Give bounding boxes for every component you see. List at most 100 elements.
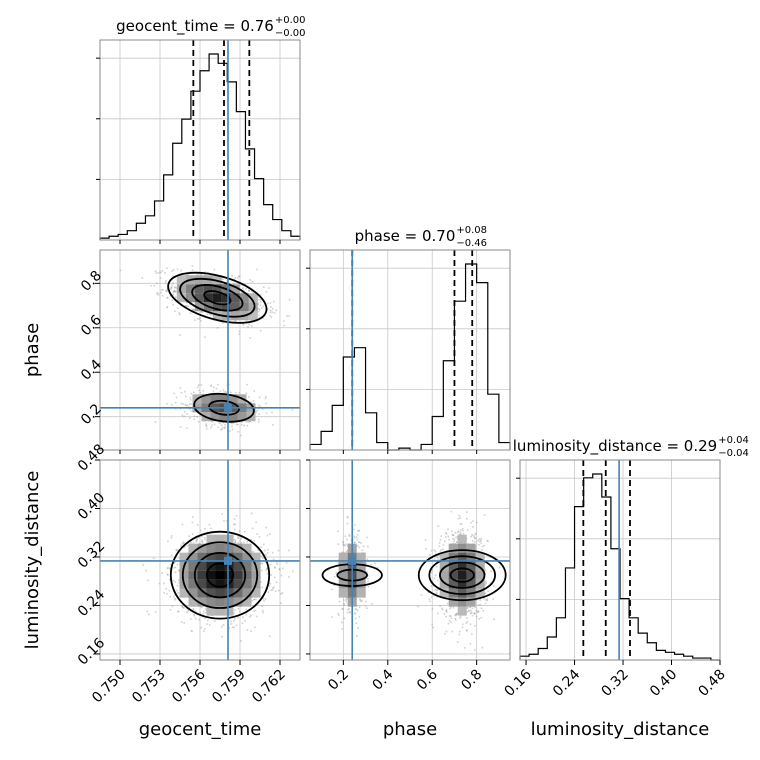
- sample-point: [199, 320, 202, 322]
- sample-point: [273, 312, 276, 314]
- sample-point: [141, 277, 144, 279]
- sample-point: [436, 589, 439, 591]
- sample-point: [210, 311, 213, 313]
- sample-point: [475, 609, 478, 612]
- sample-point: [273, 576, 276, 579]
- sample-point: [438, 542, 441, 544]
- sample-point: [231, 626, 234, 629]
- x-tick-label: 0.4: [370, 666, 397, 693]
- sample-point: [288, 298, 291, 301]
- y-tick-label: 0.32: [75, 538, 108, 571]
- sample-point: [445, 630, 448, 633]
- sample-point: [189, 403, 191, 406]
- sample-point: [255, 598, 257, 601]
- panel-frame: [309, 459, 511, 661]
- sample-point: [420, 594, 423, 596]
- sample-point: [454, 614, 456, 617]
- sample-point: [212, 390, 215, 393]
- sample-point: [240, 421, 243, 423]
- sample-point: [219, 390, 222, 392]
- sample-point: [459, 531, 461, 534]
- density-cell: [448, 579, 458, 589]
- contour-line: [179, 277, 256, 318]
- sample-point: [270, 306, 272, 308]
- sample-point: [366, 570, 368, 573]
- sample-point: [196, 538, 198, 541]
- sample-point: [221, 635, 223, 638]
- sample-point: [273, 566, 276, 569]
- sample-point: [454, 617, 457, 620]
- sample-point: [266, 567, 269, 570]
- sample-point: [280, 574, 283, 577]
- sample-point: [440, 535, 443, 537]
- sample-point: [431, 623, 433, 626]
- sample-point: [484, 569, 487, 572]
- sample-point: [453, 540, 455, 542]
- density-cell: [206, 570, 216, 580]
- sample-point: [238, 275, 241, 278]
- density-cell: [230, 284, 240, 294]
- sample-point: [169, 578, 171, 581]
- sample-point: [186, 611, 188, 614]
- sample-point: [272, 587, 274, 589]
- density-cell: [233, 597, 243, 607]
- sample-point: [366, 607, 368, 610]
- sample-point: [163, 582, 165, 585]
- density-cell: [188, 543, 198, 553]
- sample-point: [174, 290, 177, 293]
- sample-point: [252, 292, 254, 295]
- density-cell: [215, 579, 225, 589]
- density-cell: [251, 588, 261, 598]
- sample-point: [479, 599, 481, 601]
- sample-point: [451, 537, 454, 540]
- sample-point: [486, 599, 489, 602]
- sample-point: [233, 620, 235, 622]
- density-cell: [233, 552, 243, 562]
- sample-point: [444, 540, 446, 543]
- sample-point: [196, 415, 199, 418]
- density-cell: [439, 570, 449, 580]
- sample-point: [173, 598, 176, 601]
- sample-point: [258, 299, 260, 301]
- sample-point: [344, 544, 346, 547]
- y-tick-label: 0.6: [78, 312, 105, 339]
- density-cell: [439, 579, 449, 589]
- sample-point: [346, 522, 349, 525]
- sample-point: [176, 584, 179, 587]
- sample-point: [466, 529, 469, 531]
- sample-point: [197, 273, 199, 276]
- sample-point: [458, 514, 461, 517]
- sample-point: [254, 626, 256, 629]
- sample-point: [164, 281, 167, 284]
- density-cell: [215, 543, 225, 553]
- sample-point: [179, 407, 182, 410]
- sample-point: [150, 284, 152, 287]
- sample-point: [204, 628, 206, 630]
- sample-point: [490, 570, 493, 573]
- sample-point: [245, 392, 248, 395]
- sample-point: [266, 573, 269, 575]
- sample-point: [482, 609, 485, 612]
- sample-point: [194, 617, 197, 620]
- sample-point: [153, 284, 156, 287]
- x-axis-label: luminosity_distance: [531, 719, 710, 740]
- sample-point: [193, 415, 196, 418]
- sample-point: [156, 292, 158, 295]
- sample-point: [189, 408, 191, 411]
- density-cell: [201, 394, 211, 404]
- density-cell: [194, 275, 204, 285]
- sample-point: [478, 618, 480, 620]
- sample-point: [259, 580, 262, 583]
- sample-point: [477, 611, 480, 613]
- sample-point: [169, 595, 171, 598]
- hist-panel-phase: phase = 0.70 +0.08 −0.46: [306, 225, 511, 451]
- sample-point: [271, 589, 274, 591]
- sample-point: [156, 282, 158, 285]
- sample-point: [169, 567, 172, 569]
- sample-point: [192, 516, 194, 518]
- density-cell: [338, 570, 348, 580]
- sample-point: [265, 402, 267, 405]
- sample-point: [201, 311, 204, 313]
- density-cell: [338, 561, 348, 571]
